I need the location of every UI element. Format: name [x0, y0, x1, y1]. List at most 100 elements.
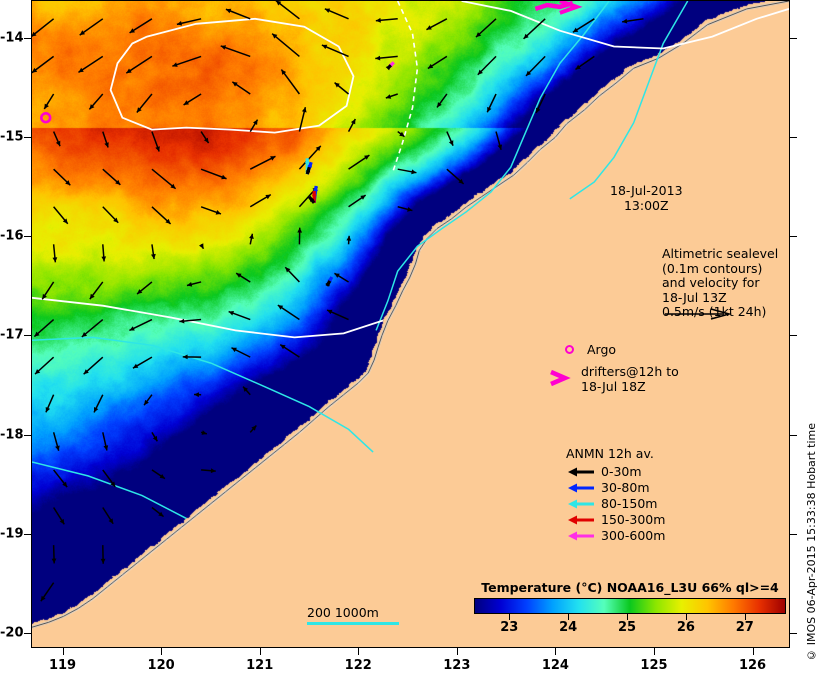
velocity-arrowhead: [115, 179, 121, 185]
velocity-arrowhead: [475, 32, 482, 38]
y-tick: [24, 37, 31, 39]
velocity-arrowhead: [199, 243, 204, 249]
scale-bar: 200 1000m: [307, 605, 399, 625]
velocity-arrowhead: [108, 518, 114, 524]
anmn-arrow-icon: [568, 515, 594, 525]
velocity-vector: [275, 1, 300, 20]
velocity-arrowhead: [221, 174, 227, 180]
anmn-arrow-icon: [568, 467, 594, 477]
velocity-arrowhead: [144, 399, 149, 406]
velocity-arrowhead: [350, 119, 356, 125]
velocity-arrowhead: [182, 354, 188, 360]
velocity-arrowhead: [32, 67, 38, 73]
colorbar: Temperature (°C) NOAA16_L3U 66% ql>=4 23…: [474, 580, 786, 638]
velocity-arrowhead: [100, 558, 106, 564]
velocity-arrowhead: [110, 481, 116, 487]
velocity-arrowhead: [89, 293, 95, 300]
velocity-arrowhead: [334, 82, 340, 88]
velocity-arrowhead: [265, 194, 271, 200]
velocity-arrowhead: [346, 235, 352, 241]
bathymetry-contour: [375, 1, 610, 331]
legend-anmn-row: 80-150m: [566, 496, 665, 512]
x-tick-label: 122: [344, 658, 372, 673]
colorbar-tick-label: 23: [500, 620, 519, 635]
x-tick: [358, 648, 360, 655]
velocity-arrowhead: [272, 33, 278, 39]
x-tick-label: 120: [147, 658, 175, 673]
y-tick: [24, 236, 31, 238]
y-tick-right: [790, 533, 797, 535]
velocity-arrowhead: [375, 17, 381, 23]
colorbar-tick: [509, 614, 511, 620]
x-tick: [259, 648, 261, 655]
velocity-arrowhead: [477, 69, 483, 75]
colorbar-tick-label: 25: [618, 620, 637, 635]
velocity-arrowhead: [194, 392, 199, 398]
velocity-arrowhead: [65, 180, 71, 186]
velocity-arrowhead: [104, 142, 109, 148]
velocity-arrowhead: [126, 68, 132, 74]
velocity-arrowhead: [45, 407, 51, 413]
sst-raster: [32, 1, 789, 647]
velocity-arrowhead: [249, 233, 254, 239]
velocity-arrowhead: [81, 332, 88, 337]
x-tick: [752, 648, 754, 655]
velocity-vector: [220, 45, 251, 58]
drifter-arrow-icon: [550, 369, 571, 387]
colorbar-tick: [627, 614, 629, 620]
velocity-arrowhead: [411, 169, 417, 175]
velocity-arrowhead: [215, 210, 221, 215]
y-tick-label: -16: [0, 228, 24, 244]
legend-drifters-label: drifters@12h to 18-Jul 18Z: [581, 364, 679, 394]
velocity-arrowhead: [113, 217, 119, 223]
velocity-arrowhead: [159, 474, 165, 479]
y-tick-right: [790, 236, 797, 238]
y-tick-right: [790, 434, 797, 436]
legend-anmn: ANMN 12h av. 0-30m 30-80m 80-150m 150-30…: [566, 446, 665, 544]
velocity-arrowhead: [277, 305, 284, 310]
legend-anmn-row: 150-300m: [566, 512, 665, 528]
colorbar-tick-label: 27: [735, 620, 754, 635]
velocity-arrowhead: [228, 311, 234, 316]
legend-anmn-title: ANMN 12h av.: [566, 446, 654, 461]
velocity-vector: [172, 55, 202, 67]
velocity-arrowhead: [572, 27, 579, 33]
velocity-arrowhead: [155, 146, 160, 152]
legend-anmn-label: 0-30m: [601, 464, 642, 479]
velocity-arrowhead: [40, 595, 46, 602]
bathymetry-contour: [32, 336, 374, 453]
velocity-arrowhead: [575, 64, 581, 70]
colorbar-tick: [685, 614, 687, 620]
velocity-arrowhead: [458, 178, 464, 184]
velocity-vector: [523, 18, 546, 40]
velocity-arrowhead: [285, 267, 291, 273]
velocity-arrowhead: [62, 481, 68, 488]
legend-anmn-label: 80-150m: [601, 496, 658, 511]
velocity-arrowhead: [327, 277, 332, 283]
legend-anmn-label: 150-300m: [601, 512, 666, 527]
velocity-arrowhead: [243, 386, 248, 392]
velocity-arrowhead: [276, 1, 282, 6]
sealevel-contour: [392, 1, 419, 173]
credit-text: © IMOS 06-Apr-2015 15:33:38 Hobart time: [805, 423, 818, 662]
velocity-vector: [298, 145, 322, 170]
y-tick-right: [790, 633, 797, 635]
y-tick-label: -15: [0, 129, 24, 145]
velocity-arrowhead: [59, 518, 65, 525]
drifter-arrow: [559, 1, 583, 15]
scale-bar-line: [307, 622, 399, 625]
x-tick: [62, 648, 64, 655]
velocity-arrowhead: [231, 347, 237, 353]
velocity-arrowhead: [364, 155, 370, 160]
velocity-vector: [125, 55, 153, 74]
velocity-arrowhead: [55, 445, 60, 451]
velocity-arrowhead: [94, 407, 99, 413]
legend-argo: Argo: [565, 342, 685, 358]
velocity-arrowhead: [176, 21, 183, 26]
velocity-arrowhead: [281, 69, 287, 75]
velocity-arrowhead: [437, 102, 442, 108]
x-tick-label: 124: [541, 658, 569, 673]
sealevel-contour: [461, 1, 789, 50]
velocity-arrowhead: [179, 318, 185, 324]
velocity-arrowhead: [536, 107, 541, 113]
